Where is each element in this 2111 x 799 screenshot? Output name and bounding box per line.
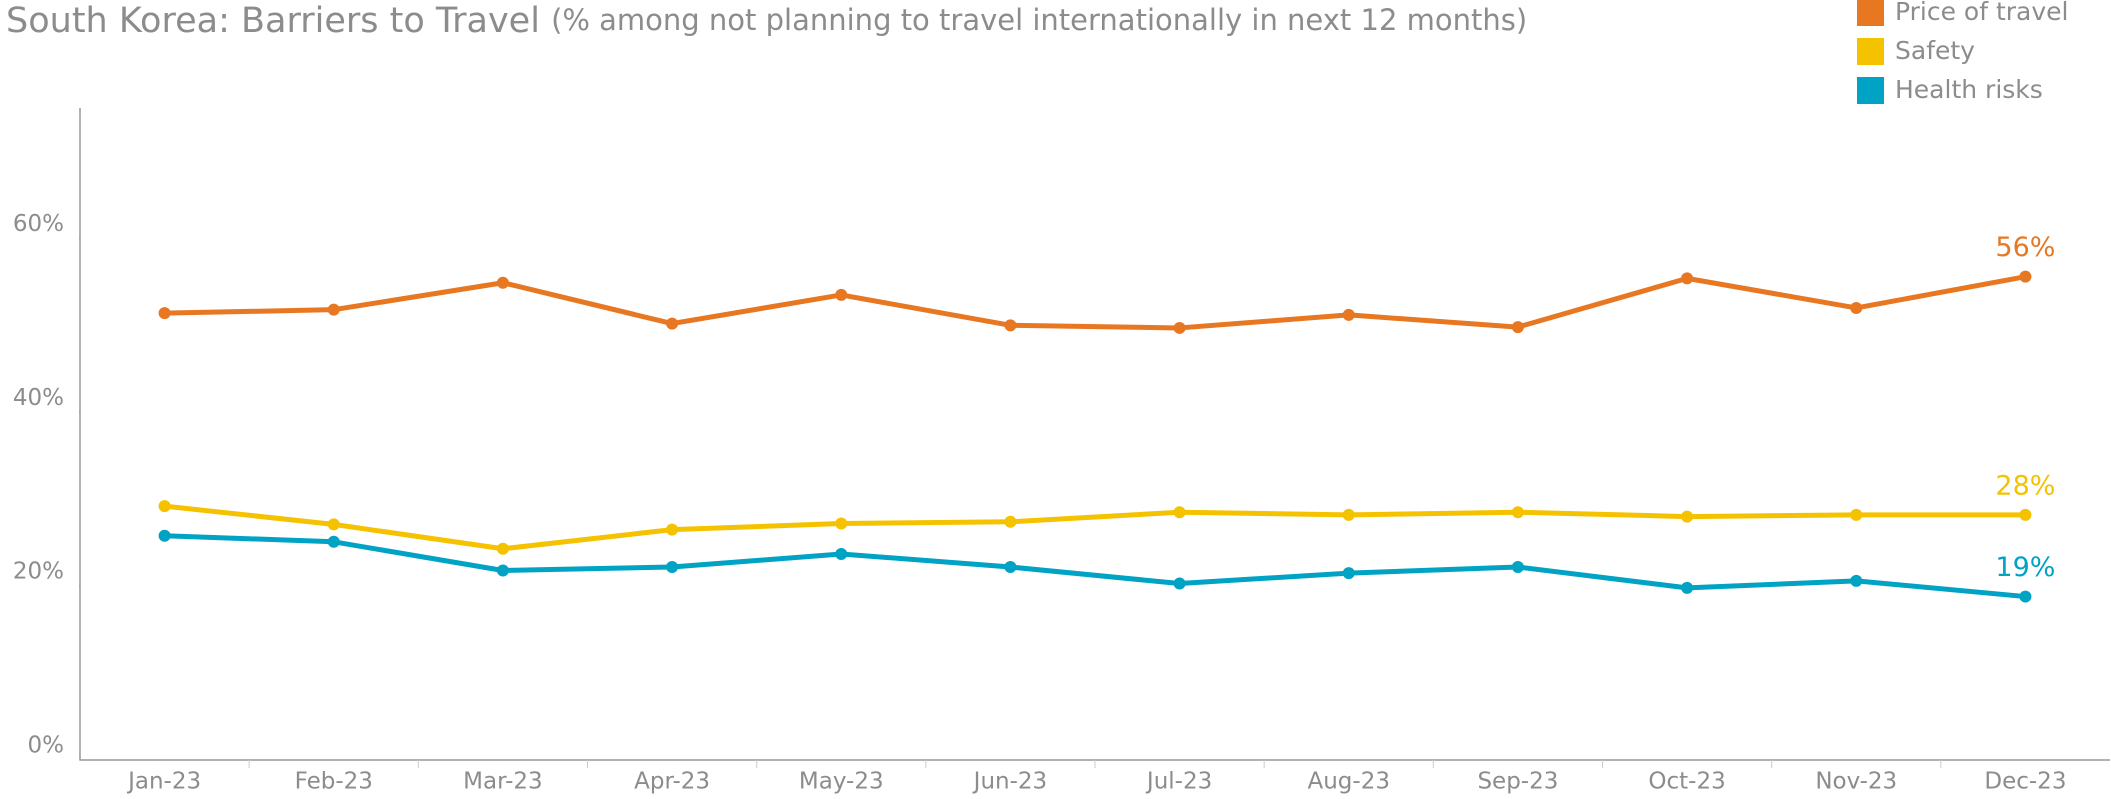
data-point bbox=[1850, 574, 1863, 587]
series-line bbox=[164, 533, 2026, 600]
data-point bbox=[496, 564, 509, 577]
data-point bbox=[666, 523, 679, 536]
data-point bbox=[2019, 590, 2032, 603]
x-tick-label: Aug-23 bbox=[1308, 769, 1390, 795]
x-tick-label: Sep-23 bbox=[1477, 769, 1558, 795]
data-point bbox=[1850, 508, 1863, 521]
legend-swatch bbox=[1857, 77, 1884, 104]
data-point bbox=[1850, 301, 1863, 314]
data-point bbox=[1173, 321, 1186, 334]
data-point bbox=[496, 276, 509, 289]
data-point bbox=[1681, 581, 1694, 594]
data-point bbox=[1004, 561, 1017, 574]
data-point bbox=[1173, 506, 1186, 519]
subtitle: (% among not planning to travel internat… bbox=[551, 3, 1527, 37]
x-tick-label: Jun-23 bbox=[972, 769, 1048, 795]
x-tick-label: Apr-23 bbox=[634, 769, 710, 795]
data-point bbox=[1004, 319, 1017, 332]
data-point bbox=[327, 303, 340, 316]
title: South Korea: Barriers to Travel bbox=[6, 1, 540, 41]
x-tick-label: Mar-23 bbox=[463, 769, 543, 795]
data-point bbox=[1511, 561, 1524, 574]
data-point bbox=[1681, 272, 1694, 285]
data-point bbox=[835, 517, 848, 530]
data-point bbox=[666, 561, 679, 574]
data-label: 28% bbox=[1995, 470, 2055, 501]
data-label: 19% bbox=[1995, 552, 2055, 583]
legend-swatch bbox=[1857, 0, 1884, 26]
data-point bbox=[1004, 515, 1017, 528]
x-tick-label: Jul-23 bbox=[1145, 769, 1212, 795]
data-point bbox=[1342, 508, 1355, 521]
y-tick-label: 60% bbox=[13, 211, 64, 237]
data-point bbox=[1511, 321, 1524, 334]
data-point bbox=[158, 500, 171, 513]
data-point bbox=[158, 307, 171, 320]
legend-label: Health risks bbox=[1895, 75, 2043, 104]
data-point bbox=[1173, 577, 1186, 590]
data-point bbox=[327, 535, 340, 548]
data-point bbox=[666, 317, 679, 330]
x-tick-label: Jan-23 bbox=[126, 769, 201, 795]
x-tick-label: Dec-23 bbox=[1984, 769, 2066, 795]
series-line bbox=[164, 274, 2026, 331]
data-point bbox=[327, 518, 340, 531]
data-point bbox=[1342, 308, 1355, 321]
y-tick-label: 40% bbox=[13, 385, 64, 411]
data-point bbox=[2019, 508, 2032, 521]
data-point bbox=[1511, 506, 1524, 519]
data-point bbox=[1342, 567, 1355, 580]
x-tick-label: Nov-23 bbox=[1815, 769, 1897, 795]
x-tick-label: Feb-23 bbox=[295, 769, 373, 795]
series-line bbox=[164, 503, 2026, 552]
data-label: 56% bbox=[1995, 232, 2055, 263]
legend-label: Price of travel bbox=[1895, 0, 2069, 26]
legend-label: Safety bbox=[1895, 36, 1975, 65]
data-point bbox=[1681, 510, 1694, 523]
legend-swatch bbox=[1857, 38, 1884, 65]
data-point bbox=[496, 542, 509, 555]
x-tick-label: May-23 bbox=[799, 769, 884, 795]
y-tick-label: 20% bbox=[13, 559, 64, 585]
data-point bbox=[835, 547, 848, 560]
chart-title: South Korea: Barriers to Travel (% among… bbox=[6, 1, 1527, 41]
x-tick-label: Oct-23 bbox=[1648, 769, 1725, 795]
y-tick-label: 0% bbox=[28, 733, 65, 759]
data-point bbox=[2019, 270, 2032, 283]
data-point bbox=[835, 288, 848, 301]
data-point bbox=[158, 529, 171, 542]
